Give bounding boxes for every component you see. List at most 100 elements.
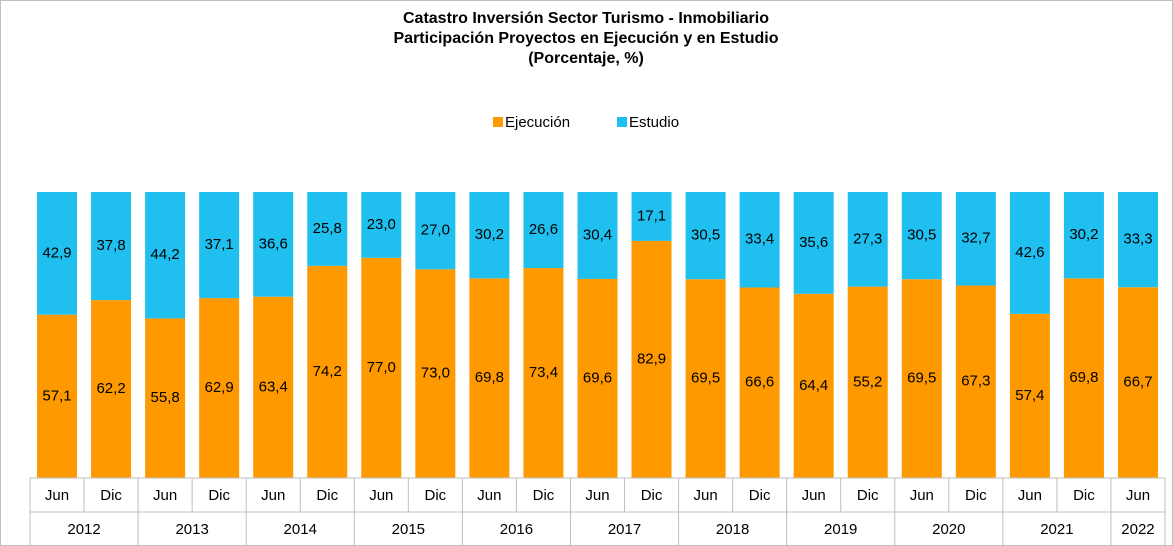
x-tick-label: Jun (910, 487, 934, 504)
data-label: 33,3 (1123, 231, 1152, 248)
x-group-label: 2017 (608, 521, 641, 538)
bar-segment (631, 192, 672, 241)
bar-segment (37, 314, 78, 478)
bar-segment (361, 257, 402, 478)
x-tick-label: Jun (261, 487, 285, 504)
bar-segment (523, 268, 564, 478)
x-group-label: 2020 (932, 521, 965, 538)
data-label: 64,4 (799, 377, 828, 394)
data-label: 30,5 (907, 227, 936, 244)
data-label: 62,2 (96, 380, 125, 397)
x-tick-label: Dic (316, 487, 338, 504)
bar-segment (739, 192, 780, 288)
bar-segment (685, 192, 726, 280)
x-group-label: 2016 (500, 521, 533, 538)
data-label: 73,4 (529, 364, 558, 381)
data-label: 33,4 (745, 231, 774, 248)
bar-segment (361, 192, 402, 258)
x-tick-label: Dic (965, 487, 987, 504)
data-label: 35,6 (799, 234, 828, 251)
data-label: 73,0 (421, 365, 450, 382)
bar-segment (145, 318, 186, 478)
data-label: 69,8 (1069, 369, 1098, 386)
bar-segment (469, 192, 510, 279)
x-group-label: 2013 (175, 521, 208, 538)
bar-segment (793, 293, 834, 478)
data-label: 30,2 (1069, 226, 1098, 243)
bar-segment (685, 279, 726, 478)
data-label: 66,6 (745, 374, 774, 391)
x-tick-label: Dic (1073, 487, 1095, 504)
bar-segment (1063, 278, 1104, 478)
bar-segment (415, 269, 456, 478)
bar-segment (1117, 287, 1158, 478)
data-label: 37,8 (96, 237, 125, 254)
x-group-label: 2021 (1040, 521, 1073, 538)
legend-swatch (493, 117, 503, 127)
bar-segment (739, 287, 780, 478)
x-group-label: 2014 (284, 521, 317, 538)
chart-title: Participación Proyectos en Ejecución y e… (394, 30, 779, 47)
x-tick-label: Jun (153, 487, 177, 504)
x-tick-label: Jun (585, 487, 609, 504)
legend-label: Estudio (629, 114, 679, 131)
data-label: 25,8 (313, 220, 342, 237)
x-tick-label: Jun (45, 487, 69, 504)
chart-title: (Porcentaje, %) (528, 50, 644, 67)
chart-title: Catastro Inversión Sector Turismo - Inmo… (403, 10, 769, 27)
data-label: 62,9 (205, 379, 234, 396)
bar-segment (91, 300, 132, 478)
data-label: 30,2 (475, 226, 504, 243)
data-label: 30,4 (583, 226, 612, 243)
data-label: 57,4 (1015, 387, 1044, 404)
bar-segment (91, 192, 132, 301)
x-tick-label: Jun (1126, 487, 1150, 504)
data-label: 23,0 (367, 216, 396, 233)
bar-segment (955, 285, 996, 478)
data-label: 63,4 (259, 378, 288, 395)
bar-segment (253, 192, 294, 297)
bar-segment (199, 298, 240, 478)
x-tick-label: Jun (1018, 487, 1042, 504)
bar-segment (199, 192, 240, 299)
bar-segment (901, 192, 942, 280)
data-label: 42,6 (1015, 244, 1044, 261)
bar-segment (1117, 192, 1158, 288)
data-label: 32,7 (961, 230, 990, 247)
bar-segment (145, 192, 186, 319)
data-label: 82,9 (637, 350, 666, 367)
x-tick-label: Dic (208, 487, 230, 504)
data-label: 67,3 (961, 373, 990, 390)
bar-segment (1009, 192, 1050, 314)
data-label: 77,0 (367, 359, 396, 376)
x-tick-label: Jun (477, 487, 501, 504)
bar-segment (901, 279, 942, 478)
data-label: 74,2 (313, 363, 342, 380)
data-label: 69,8 (475, 369, 504, 386)
x-tick-label: Dic (857, 487, 879, 504)
x-tick-label: Dic (641, 487, 663, 504)
x-group-label: 2022 (1121, 521, 1154, 538)
bar-segment (955, 192, 996, 286)
bar-segment (523, 192, 564, 269)
data-label: 27,0 (421, 222, 450, 239)
bar-segment (577, 278, 618, 478)
bar-segment (631, 240, 672, 478)
data-label: 66,7 (1123, 374, 1152, 391)
x-tick-label: Dic (749, 487, 771, 504)
bar-segment (253, 296, 294, 478)
bar-segment (793, 192, 834, 294)
data-label: 69,5 (907, 370, 936, 387)
data-label: 17,1 (637, 207, 666, 224)
x-group-label: 2019 (824, 521, 857, 538)
legend-swatch (617, 117, 627, 127)
bar-segment (847, 286, 888, 478)
data-label: 30,5 (691, 227, 720, 244)
data-label: 27,3 (853, 230, 882, 247)
data-label: 69,6 (583, 369, 612, 386)
data-label: 36,6 (259, 235, 288, 252)
x-tick-label: Dic (533, 487, 555, 504)
bar-segment (1009, 313, 1050, 478)
data-label: 44,2 (151, 246, 180, 263)
x-group-label: 2015 (392, 521, 425, 538)
